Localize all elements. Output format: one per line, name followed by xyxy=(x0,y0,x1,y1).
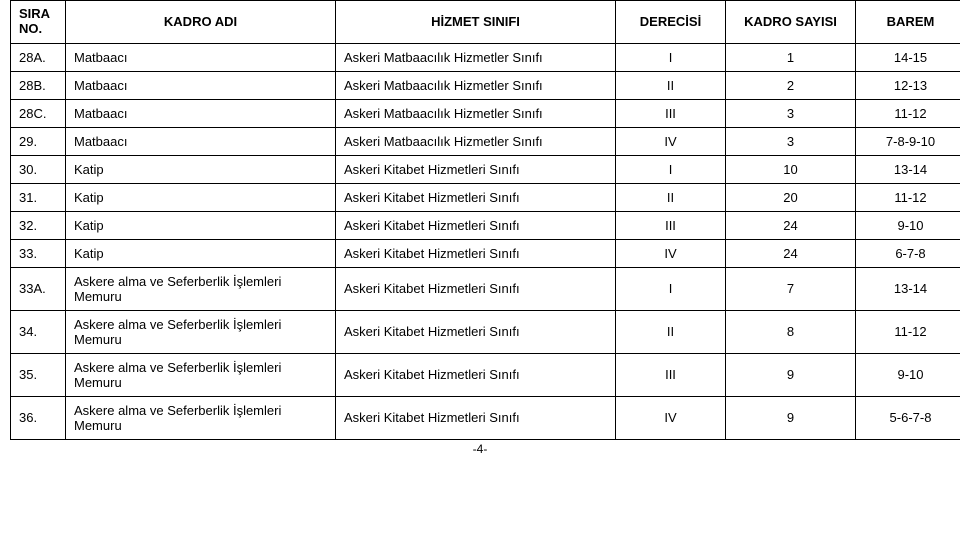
header-sira: SIRA NO. xyxy=(11,1,66,44)
cell-hizmet: Askeri Matbaacılık Hizmetler Sınıfı xyxy=(336,71,616,99)
cell-sira: 28C. xyxy=(11,99,66,127)
cell-barem: 9-10 xyxy=(856,353,960,396)
cell-sayi: 7 xyxy=(726,267,856,310)
cell-kadro: Katip xyxy=(66,211,336,239)
cell-hizmet: Askeri Kitabet Hizmetleri Sınıfı xyxy=(336,396,616,439)
table-row: 28C.MatbaacıAskeri Matbaacılık Hizmetler… xyxy=(11,99,960,127)
table-row: 30.KatipAskeri Kitabet Hizmetleri Sınıfı… xyxy=(11,155,960,183)
cell-hizmet: Askeri Kitabet Hizmetleri Sınıfı xyxy=(336,183,616,211)
cell-kadro: Matbaacı xyxy=(66,127,336,155)
table-row: 33.KatipAskeri Kitabet Hizmetleri Sınıfı… xyxy=(11,239,960,267)
table-row: 28A.MatbaacıAskeri Matbaacılık Hizmetler… xyxy=(11,43,960,71)
cell-sira: 36. xyxy=(11,396,66,439)
cell-barem: 13-14 xyxy=(856,267,960,310)
table-row: 36.Askere alma ve Seferberlik İşlemleri … xyxy=(11,396,960,439)
cell-hizmet: Askeri Kitabet Hizmetleri Sınıfı xyxy=(336,155,616,183)
cell-kadro: Katip xyxy=(66,183,336,211)
cell-kadro: Askere alma ve Seferberlik İşlemleri Mem… xyxy=(66,353,336,396)
cell-kadro: Katip xyxy=(66,239,336,267)
cell-derece: III xyxy=(616,99,726,127)
kadro-table: SIRA NO. KADRO ADI HİZMET SINIFI DERECİS… xyxy=(10,0,960,440)
cell-barem: 13-14 xyxy=(856,155,960,183)
cell-sira: 34. xyxy=(11,310,66,353)
cell-kadro: Askere alma ve Seferberlik İşlemleri Mem… xyxy=(66,310,336,353)
cell-barem: 14-15 xyxy=(856,43,960,71)
cell-derece: II xyxy=(616,71,726,99)
cell-hizmet: Askeri Kitabet Hizmetleri Sınıfı xyxy=(336,310,616,353)
cell-sira: 29. xyxy=(11,127,66,155)
cell-sayi: 24 xyxy=(726,211,856,239)
cell-derece: IV xyxy=(616,239,726,267)
page-container: SIRA NO. KADRO ADI HİZMET SINIFI DERECİS… xyxy=(0,0,960,538)
cell-barem: 11-12 xyxy=(856,99,960,127)
cell-sayi: 8 xyxy=(726,310,856,353)
cell-sira: 28B. xyxy=(11,71,66,99)
page-number: -4- xyxy=(10,442,950,456)
cell-kadro: Matbaacı xyxy=(66,43,336,71)
header-hizmet: HİZMET SINIFI xyxy=(336,1,616,44)
cell-kadro: Askere alma ve Seferberlik İşlemleri Mem… xyxy=(66,267,336,310)
cell-sira: 31. xyxy=(11,183,66,211)
header-kadro: KADRO ADI xyxy=(66,1,336,44)
cell-barem: 6-7-8 xyxy=(856,239,960,267)
cell-barem: 11-12 xyxy=(856,183,960,211)
cell-hizmet: Askeri Matbaacılık Hizmetler Sınıfı xyxy=(336,127,616,155)
header-derece: DERECİSİ xyxy=(616,1,726,44)
header-barem: BAREM xyxy=(856,1,960,44)
cell-derece: III xyxy=(616,353,726,396)
cell-derece: II xyxy=(616,183,726,211)
table-row: 31.KatipAskeri Kitabet Hizmetleri Sınıfı… xyxy=(11,183,960,211)
cell-kadro: Askere alma ve Seferberlik İşlemleri Mem… xyxy=(66,396,336,439)
cell-sayi: 3 xyxy=(726,127,856,155)
cell-sayi: 9 xyxy=(726,396,856,439)
table-row: 29.MatbaacıAskeri Matbaacılık Hizmetler … xyxy=(11,127,960,155)
cell-hizmet: Askeri Kitabet Hizmetleri Sınıfı xyxy=(336,239,616,267)
table-head: SIRA NO. KADRO ADI HİZMET SINIFI DERECİS… xyxy=(11,1,960,44)
cell-barem: 9-10 xyxy=(856,211,960,239)
cell-barem: 12-13 xyxy=(856,71,960,99)
table-row: 32.KatipAskeri Kitabet Hizmetleri Sınıfı… xyxy=(11,211,960,239)
cell-sira: 32. xyxy=(11,211,66,239)
cell-sayi: 24 xyxy=(726,239,856,267)
table-row: 28B.MatbaacıAskeri Matbaacılık Hizmetler… xyxy=(11,71,960,99)
cell-derece: I xyxy=(616,155,726,183)
cell-sayi: 3 xyxy=(726,99,856,127)
cell-sira: 30. xyxy=(11,155,66,183)
cell-kadro: Matbaacı xyxy=(66,71,336,99)
cell-derece: IV xyxy=(616,396,726,439)
cell-barem: 7-8-9-10 xyxy=(856,127,960,155)
cell-sayi: 1 xyxy=(726,43,856,71)
cell-sira: 28A. xyxy=(11,43,66,71)
table-row: 33A.Askere alma ve Seferberlik İşlemleri… xyxy=(11,267,960,310)
cell-hizmet: Askeri Kitabet Hizmetleri Sınıfı xyxy=(336,353,616,396)
cell-derece: IV xyxy=(616,127,726,155)
table-row: 34.Askere alma ve Seferberlik İşlemleri … xyxy=(11,310,960,353)
cell-derece: II xyxy=(616,310,726,353)
table-row: 35.Askere alma ve Seferberlik İşlemleri … xyxy=(11,353,960,396)
cell-sayi: 9 xyxy=(726,353,856,396)
cell-barem: 5-6-7-8 xyxy=(856,396,960,439)
header-row: SIRA NO. KADRO ADI HİZMET SINIFI DERECİS… xyxy=(11,1,960,44)
cell-sayi: 20 xyxy=(726,183,856,211)
cell-sira: 35. xyxy=(11,353,66,396)
cell-barem: 11-12 xyxy=(856,310,960,353)
cell-hizmet: Askeri Kitabet Hizmetleri Sınıfı xyxy=(336,267,616,310)
cell-kadro: Katip xyxy=(66,155,336,183)
cell-hizmet: Askeri Matbaacılık Hizmetler Sınıfı xyxy=(336,99,616,127)
cell-hizmet: Askeri Matbaacılık Hizmetler Sınıfı xyxy=(336,43,616,71)
cell-hizmet: Askeri Kitabet Hizmetleri Sınıfı xyxy=(336,211,616,239)
cell-kadro: Matbaacı xyxy=(66,99,336,127)
cell-derece: I xyxy=(616,43,726,71)
cell-derece: I xyxy=(616,267,726,310)
cell-sayi: 2 xyxy=(726,71,856,99)
cell-sayi: 10 xyxy=(726,155,856,183)
table-body: 28A.MatbaacıAskeri Matbaacılık Hizmetler… xyxy=(11,43,960,439)
cell-sira: 33. xyxy=(11,239,66,267)
cell-sira: 33A. xyxy=(11,267,66,310)
header-sayi: KADRO SAYISI xyxy=(726,1,856,44)
cell-derece: III xyxy=(616,211,726,239)
